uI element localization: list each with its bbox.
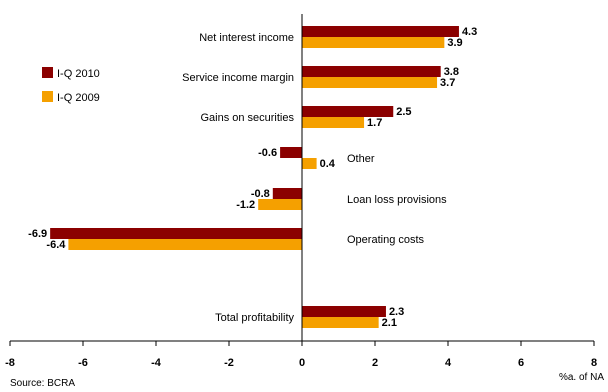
value-labels: 4.33.9 3.83.7 2.5 1.7 -0.6 0.4 -0.8-1.2 -6.9-6.… [28,26,477,329]
category-label: Service income margin [182,72,294,84]
bars-group [50,26,459,328]
x-tick-label: -2 [224,357,234,369]
legend-label: I-Q 2010 [57,68,100,80]
category-labels: Net interest income Service income margin… [182,32,447,324]
data-label: -6.9 [28,228,47,240]
legend-swatch [42,91,53,102]
category-label: Net interest income [199,32,294,44]
x-tick-label: -8 [5,357,15,369]
category-label: Loan loss provisions [347,194,447,206]
legend-swatch [42,67,53,78]
data-label: 3.7 [440,77,455,89]
x-tick-label: 4 [445,357,452,369]
bar-series2-0 [302,37,445,48]
x-tick-label: 6 [518,357,524,369]
bar-series2-5 [68,239,303,250]
bar-series2-3 [302,158,317,169]
bar-series1-2 [302,106,394,117]
bar-series1-3 [280,147,302,158]
data-label: 3.9 [447,37,462,49]
source-note: Source: BCRA [10,378,75,389]
data-label: -6.4 [46,239,66,251]
bar-series1-6 [302,306,386,317]
x-tick-label: -6 [78,357,88,369]
bar-series1-5 [50,228,303,239]
category-label: Gains on securities [200,112,294,124]
bar-series2-4 [258,199,302,210]
legend: I-Q 2010 I-Q 2009 [42,67,100,104]
data-label: 4.3 [462,26,477,38]
category-label: Total profitability [215,312,294,324]
x-tick-label: 2 [372,357,378,369]
data-label: 2.5 [396,106,411,118]
bar-series1-4 [272,188,302,199]
bar-series2-6 [302,317,379,328]
bar-series1-1 [302,66,441,77]
data-label: -0.6 [258,147,277,159]
x-tick-label: 8 [591,357,597,369]
data-label: 2.1 [382,317,397,329]
axes: -8 -6 -4 -2 0 2 4 6 8 [5,14,597,369]
x-tick-label: 0 [299,357,305,369]
data-label: 0.4 [320,158,336,170]
data-label: 2.3 [389,306,404,318]
bar-series1-0 [302,26,459,37]
data-label: -0.8 [251,188,270,200]
data-label: 1.7 [367,117,382,129]
x-axis-title: %a. of NA [559,372,604,383]
bar-series2-2 [302,117,365,128]
data-label: -1.2 [236,199,255,211]
x-tick-label: -4 [151,357,162,369]
legend-label: I-Q 2009 [57,92,100,104]
data-label: 3.8 [444,66,459,78]
category-label: Other [347,153,375,165]
bar-series2-1 [302,77,438,88]
category-label: Operating costs [347,234,425,246]
